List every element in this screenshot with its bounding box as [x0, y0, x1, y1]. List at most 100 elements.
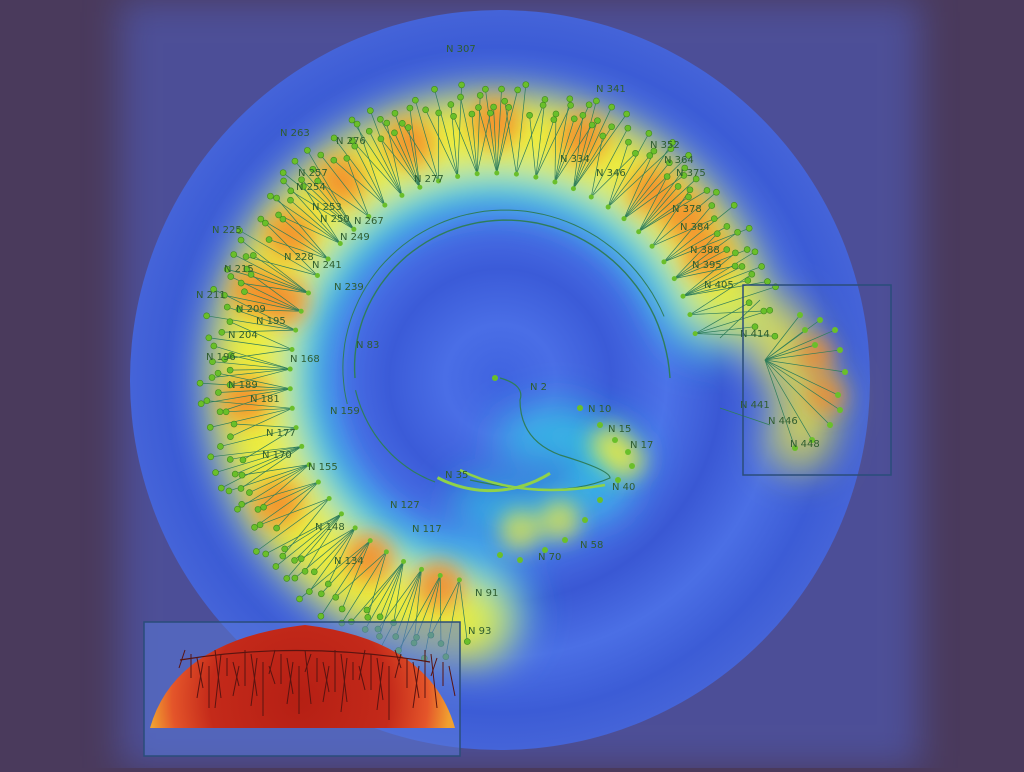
leaf-node [239, 472, 245, 478]
leaf-node [714, 231, 720, 237]
leaf-node [724, 223, 730, 229]
branch-node [661, 259, 666, 264]
leaf-node [542, 96, 548, 102]
node-label: N 384 [680, 222, 710, 233]
leaf-node [764, 279, 770, 285]
leaf-node [325, 581, 331, 587]
leaf-node [231, 421, 237, 427]
branch-node [680, 294, 685, 299]
leaf-node [739, 263, 745, 269]
node-label: N 211 [196, 290, 226, 301]
branch-node [622, 216, 627, 221]
leaf-node [527, 112, 533, 118]
node-label: N 83 [356, 340, 379, 351]
leaf-node [832, 327, 838, 333]
leaf-node [378, 136, 384, 142]
leaf-node [724, 247, 730, 253]
node-label: N 253 [312, 202, 342, 213]
leaf-node [365, 614, 371, 620]
branch-node [327, 496, 332, 501]
leaf-node [211, 343, 217, 349]
leaf-node [238, 237, 244, 243]
branch-node [339, 511, 344, 516]
branch-node [289, 347, 294, 352]
leaf-node [499, 86, 505, 92]
node-label: N 395 [692, 260, 722, 271]
leaf-node [224, 304, 230, 310]
branch-node [368, 538, 373, 543]
leaf-node [629, 463, 635, 469]
leaf-node [349, 117, 355, 123]
branch-node [514, 172, 519, 177]
branch-node [384, 549, 389, 554]
leaf-node [746, 300, 752, 306]
leaf-node [491, 104, 497, 110]
leaf-node [497, 552, 503, 558]
leaf-node [624, 111, 630, 117]
branch-node [606, 205, 611, 210]
leaf-node [506, 104, 512, 110]
leaf-node [632, 150, 638, 156]
leaf-node [292, 557, 298, 563]
leaf-node [223, 409, 229, 415]
leaf-node [227, 319, 233, 325]
branch-node [455, 174, 460, 179]
leaf-node [204, 313, 210, 319]
leaf-node [482, 86, 488, 92]
leaf-node [281, 178, 287, 184]
node-label: N 195 [256, 316, 286, 327]
leaf-node [589, 122, 595, 128]
node-label: N 70 [538, 552, 561, 563]
leaf-node [749, 271, 755, 277]
node-label: N 446 [768, 416, 798, 427]
leaf-node [458, 94, 464, 100]
leaf-node [459, 82, 465, 88]
leaf-node [451, 113, 457, 119]
leaf-node [377, 614, 383, 620]
leaf-node [827, 422, 833, 428]
leaf-node [487, 110, 493, 116]
leaf-node [515, 87, 521, 93]
branch-node [290, 406, 295, 411]
root-node [492, 375, 498, 381]
node-label: N 93 [468, 626, 491, 637]
branch-node [589, 194, 594, 199]
node-label: N 257 [298, 168, 328, 179]
node-label: N 239 [334, 282, 364, 293]
leaf-node [261, 504, 267, 510]
leaf-node [732, 250, 738, 256]
leaf-node [407, 105, 413, 111]
leaf-node [206, 335, 212, 341]
node-label: N 168 [290, 354, 320, 365]
leaf-node [609, 104, 615, 110]
overview-inset[interactable] [144, 622, 460, 756]
branch-node [571, 186, 576, 191]
node-label: N 35 [445, 470, 468, 481]
leaf-node [745, 277, 751, 283]
leaf-node [227, 456, 233, 462]
leaf-node [280, 170, 286, 176]
leaf-node [761, 308, 767, 314]
leaf-node [405, 125, 411, 131]
node-label: N 15 [608, 424, 631, 435]
leaf-node [250, 252, 256, 258]
branch-node [636, 229, 641, 234]
leaf-node [215, 370, 221, 376]
node-label: N 58 [580, 540, 603, 551]
branch-node [552, 179, 557, 184]
leaf-node [252, 524, 258, 530]
branch-node [315, 273, 320, 278]
leaf-node [213, 470, 219, 476]
leaf-node [311, 569, 317, 575]
leaf-node [436, 110, 442, 116]
node-label: N 91 [475, 588, 498, 599]
leaf-node [759, 263, 765, 269]
leaf-node [502, 98, 508, 104]
leaf-node [812, 342, 818, 348]
leaf-node [625, 125, 631, 131]
leaf-node [377, 116, 383, 122]
leaf-node [391, 130, 397, 136]
leaf-node [227, 367, 233, 373]
